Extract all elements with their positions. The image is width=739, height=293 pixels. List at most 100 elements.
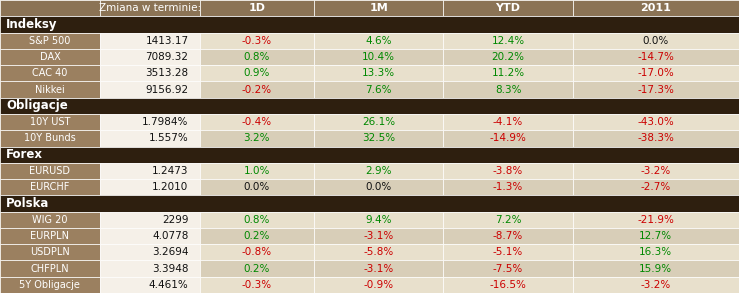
Text: -4.1%: -4.1% — [493, 117, 523, 127]
Bar — [573, 65, 739, 81]
Bar — [100, 179, 200, 195]
Bar — [443, 228, 573, 244]
Text: -0.8%: -0.8% — [242, 247, 272, 257]
Bar — [443, 277, 573, 293]
Bar — [0, 65, 100, 81]
Bar — [0, 179, 100, 195]
Bar — [0, 146, 739, 163]
Text: 3513.28: 3513.28 — [146, 68, 188, 78]
Bar — [100, 212, 200, 228]
Text: EURCHF: EURCHF — [30, 182, 69, 192]
Text: -5.8%: -5.8% — [364, 247, 394, 257]
Text: -17.3%: -17.3% — [638, 84, 674, 95]
Bar — [573, 49, 739, 65]
Text: -14.7%: -14.7% — [638, 52, 674, 62]
Text: -0.3%: -0.3% — [242, 280, 272, 290]
Bar — [314, 244, 443, 260]
Bar — [0, 228, 100, 244]
Bar — [0, 195, 739, 212]
Bar — [443, 0, 573, 16]
Text: -0.3%: -0.3% — [242, 36, 272, 46]
Text: 1.557%: 1.557% — [149, 133, 188, 143]
Text: -0.4%: -0.4% — [242, 117, 272, 127]
Bar — [100, 260, 200, 277]
Text: -3.8%: -3.8% — [493, 166, 523, 176]
Bar — [314, 163, 443, 179]
Bar — [573, 130, 739, 146]
Bar — [443, 65, 573, 81]
Text: 16.3%: 16.3% — [639, 247, 672, 257]
Text: -3.2%: -3.2% — [641, 166, 671, 176]
Text: Obligacje: Obligacje — [6, 99, 68, 112]
Bar — [0, 98, 739, 114]
Bar — [573, 33, 739, 49]
Text: -38.3%: -38.3% — [638, 133, 674, 143]
Bar — [200, 228, 314, 244]
Bar — [0, 33, 100, 49]
Bar — [200, 33, 314, 49]
Text: -21.9%: -21.9% — [638, 215, 674, 225]
Text: -0.9%: -0.9% — [364, 280, 394, 290]
Text: WIG 20: WIG 20 — [32, 215, 68, 225]
Text: DAX: DAX — [39, 52, 61, 62]
Bar — [443, 212, 573, 228]
Text: -0.2%: -0.2% — [242, 84, 272, 95]
Bar — [0, 277, 100, 293]
Text: -3.1%: -3.1% — [364, 264, 394, 274]
Bar — [443, 81, 573, 98]
Bar — [314, 212, 443, 228]
Bar — [100, 228, 200, 244]
Text: 7089.32: 7089.32 — [146, 52, 188, 62]
Bar — [200, 130, 314, 146]
Text: 13.3%: 13.3% — [362, 68, 395, 78]
Bar — [0, 114, 100, 130]
Text: -3.1%: -3.1% — [364, 231, 394, 241]
Text: 2.9%: 2.9% — [366, 166, 392, 176]
Bar — [0, 16, 739, 33]
Text: -16.5%: -16.5% — [490, 280, 526, 290]
Text: 0.0%: 0.0% — [643, 36, 669, 46]
Bar — [314, 179, 443, 195]
Text: 1413.17: 1413.17 — [146, 36, 188, 46]
Text: 1M: 1M — [370, 3, 388, 13]
Bar — [100, 244, 200, 260]
Bar — [314, 228, 443, 244]
Text: 0.2%: 0.2% — [244, 264, 270, 274]
Bar — [314, 260, 443, 277]
Text: -43.0%: -43.0% — [638, 117, 674, 127]
Text: 4.0778: 4.0778 — [152, 231, 188, 241]
Text: -5.1%: -5.1% — [493, 247, 523, 257]
Text: CAC 40: CAC 40 — [33, 68, 67, 78]
Text: 32.5%: 32.5% — [362, 133, 395, 143]
Bar — [314, 277, 443, 293]
Text: YTD: YTD — [496, 3, 520, 13]
Text: -3.2%: -3.2% — [641, 280, 671, 290]
Text: CHFPLN: CHFPLN — [30, 264, 69, 274]
Bar — [200, 65, 314, 81]
Text: 26.1%: 26.1% — [362, 117, 395, 127]
Bar — [314, 33, 443, 49]
Bar — [200, 260, 314, 277]
Bar — [0, 260, 100, 277]
Bar — [573, 277, 739, 293]
Bar — [314, 114, 443, 130]
Bar — [200, 163, 314, 179]
Text: 9.4%: 9.4% — [366, 215, 392, 225]
Bar — [100, 163, 200, 179]
Bar — [443, 260, 573, 277]
Bar — [100, 277, 200, 293]
Text: 10Y Bunds: 10Y Bunds — [24, 133, 76, 143]
Text: 2299: 2299 — [162, 215, 188, 225]
Bar — [573, 228, 739, 244]
Text: -17.0%: -17.0% — [638, 68, 674, 78]
Bar — [0, 212, 100, 228]
Bar — [100, 49, 200, 65]
Text: Zmiana w terminie:: Zmiana w terminie: — [98, 3, 201, 13]
Text: -14.9%: -14.9% — [490, 133, 526, 143]
Text: EURUSD: EURUSD — [30, 166, 70, 176]
Bar — [573, 0, 739, 16]
Bar — [443, 130, 573, 146]
Text: 3.2%: 3.2% — [244, 133, 270, 143]
Text: 7.2%: 7.2% — [495, 215, 521, 225]
Text: 4.461%: 4.461% — [149, 280, 188, 290]
